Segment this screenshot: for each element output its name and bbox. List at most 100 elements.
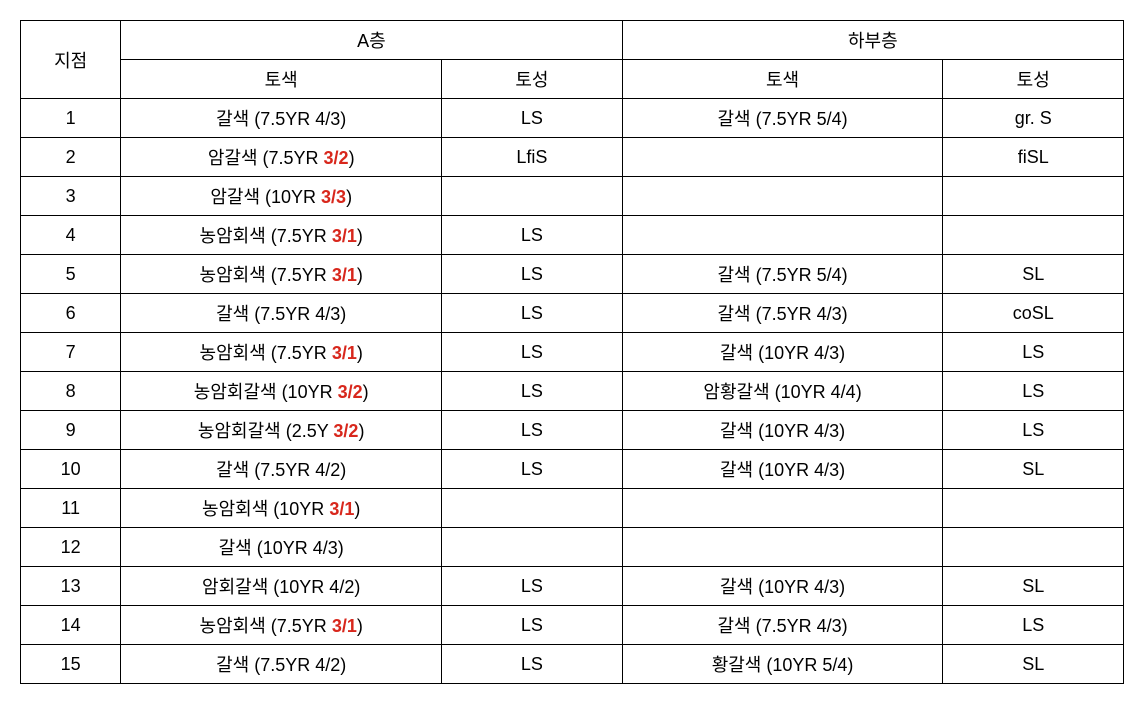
a-color-highlight: 3/3 <box>321 187 346 207</box>
table-row: 14농암회색 (7.5YR 3/1)LS갈색 (7.5YR 4/3)LS <box>21 606 1124 645</box>
table-row: 6갈색 (7.5YR 4/3)LS갈색 (7.5YR 4/3)coSL <box>21 294 1124 333</box>
cell-a-color: 농암회색 (7.5YR 3/1) <box>121 216 442 255</box>
table-row: 15갈색 (7.5YR 4/2)LS황갈색 (10YR 5/4)SL <box>21 645 1124 684</box>
header-row-2: 토색 토성 토색 토성 <box>21 60 1124 99</box>
header-b-color: 토색 <box>622 60 943 99</box>
cell-b-color: 황갈색 (10YR 5/4) <box>622 645 943 684</box>
table-row: 3암갈색 (10YR 3/3) <box>21 177 1124 216</box>
cell-a-texture: LS <box>442 255 623 294</box>
cell-index: 2 <box>21 138 121 177</box>
cell-b-texture: LS <box>943 606 1124 645</box>
cell-b-texture: LS <box>943 333 1124 372</box>
header-a-texture: 토성 <box>442 60 623 99</box>
table-row: 1갈색 (7.5YR 4/3)LS갈색 (7.5YR 5/4)gr. S <box>21 99 1124 138</box>
header-row-1: 지점 A층 하부층 <box>21 21 1124 60</box>
cell-b-color: 갈색 (10YR 4/3) <box>622 567 943 606</box>
a-color-pre: 갈색 (7.5YR 4/2) <box>216 460 346 480</box>
a-color-highlight: 3/2 <box>338 382 363 402</box>
header-a-color: 토색 <box>121 60 442 99</box>
cell-b-color: 갈색 (7.5YR 4/3) <box>622 606 943 645</box>
b-color-pre: 갈색 (7.5YR 5/4) <box>717 265 847 285</box>
a-color-pre: 갈색 (7.5YR 4/3) <box>216 304 346 324</box>
cell-b-color: 암황갈색 (10YR 4/4) <box>622 372 943 411</box>
cell-b-texture: SL <box>943 645 1124 684</box>
cell-index: 10 <box>21 450 121 489</box>
a-color-pre: 농암회색 (10YR <box>202 499 329 519</box>
a-color-highlight: 3/1 <box>332 616 357 636</box>
cell-b-color: 갈색 (7.5YR 5/4) <box>622 255 943 294</box>
cell-b-texture: coSL <box>943 294 1124 333</box>
cell-b-color: 갈색 (10YR 4/3) <box>622 450 943 489</box>
a-color-post: ) <box>357 343 363 363</box>
cell-a-color: 암갈색 (7.5YR 3/2) <box>121 138 442 177</box>
cell-index: 1 <box>21 99 121 138</box>
cell-a-texture <box>442 528 623 567</box>
cell-b-texture: SL <box>943 255 1124 294</box>
cell-b-texture <box>943 177 1124 216</box>
cell-index: 5 <box>21 255 121 294</box>
a-color-post: ) <box>358 421 364 441</box>
cell-a-color: 갈색 (7.5YR 4/3) <box>121 99 442 138</box>
cell-index: 4 <box>21 216 121 255</box>
cell-b-color <box>622 138 943 177</box>
cell-a-texture: LS <box>442 411 623 450</box>
a-color-pre: 갈색 (7.5YR <box>216 109 315 129</box>
table-row: 2암갈색 (7.5YR 3/2)LfiSfiSL <box>21 138 1124 177</box>
cell-a-texture: LS <box>442 645 623 684</box>
cell-b-color <box>622 216 943 255</box>
cell-a-color: 농암회색 (7.5YR 3/1) <box>121 606 442 645</box>
cell-b-color <box>622 528 943 567</box>
a-color-post: ) <box>363 382 369 402</box>
cell-a-texture: LS <box>442 294 623 333</box>
cell-b-texture: SL <box>943 450 1124 489</box>
cell-a-color: 농암회색 (10YR 3/1) <box>121 489 442 528</box>
b-color-pre: 갈색 (7.5YR 5/4) <box>717 109 847 129</box>
cell-index: 9 <box>21 411 121 450</box>
table-row: 8농암회갈색 (10YR 3/2)LS암황갈색 (10YR 4/4)LS <box>21 372 1124 411</box>
table-row: 11농암회색 (10YR 3/1) <box>21 489 1124 528</box>
cell-index: 7 <box>21 333 121 372</box>
cell-a-texture: LS <box>442 606 623 645</box>
cell-a-texture <box>442 489 623 528</box>
table-row: 7농암회색 (7.5YR 3/1)LS갈색 (10YR 4/3)LS <box>21 333 1124 372</box>
a-color-highlight: 3/2 <box>333 421 358 441</box>
a-color-post: ) <box>349 148 355 168</box>
cell-a-color: 갈색 (10YR 4/3) <box>121 528 442 567</box>
a-color-post: ) <box>346 187 352 207</box>
a-color-pre: 암회갈색 (10YR 4/2) <box>202 577 360 597</box>
cell-a-texture <box>442 177 623 216</box>
a-color-highlight: 3/2 <box>324 148 349 168</box>
cell-a-texture: LS <box>442 450 623 489</box>
cell-a-color: 농암회색 (7.5YR 3/1) <box>121 255 442 294</box>
cell-a-color: 암갈색 (10YR 3/3) <box>121 177 442 216</box>
cell-a-texture: LS <box>442 567 623 606</box>
table-row: 12 갈색 (10YR 4/3) <box>21 528 1124 567</box>
soil-table: 지점 A층 하부층 토색 토성 토색 토성 1갈색 (7.5YR 4/3)LS갈… <box>20 20 1124 684</box>
cell-a-texture: LS <box>442 333 623 372</box>
cell-b-texture: LS <box>943 411 1124 450</box>
table-row: 4농암회색 (7.5YR 3/1)LS <box>21 216 1124 255</box>
a-color-pre: 농암회색 (7.5YR <box>200 616 332 636</box>
cell-a-texture: LS <box>442 372 623 411</box>
header-group-b: 하부층 <box>622 21 1123 60</box>
cell-b-texture: SL <box>943 567 1124 606</box>
cell-a-color: 암회갈색 (10YR 4/2) <box>121 567 442 606</box>
cell-b-texture: LS <box>943 372 1124 411</box>
a-color-highlight: 3/1 <box>332 226 357 246</box>
cell-b-color: 갈색 (10YR 4/3) <box>622 411 943 450</box>
a-color-post: ) <box>357 226 363 246</box>
cell-index: 11 <box>21 489 121 528</box>
cell-index: 6 <box>21 294 121 333</box>
cell-b-texture: gr. S <box>943 99 1124 138</box>
b-color-pre: 암황갈색 (10YR 4/4) <box>703 382 861 402</box>
cell-index: 13 <box>21 567 121 606</box>
a-color-post: 4/3) <box>315 109 346 129</box>
cell-a-texture: LS <box>442 216 623 255</box>
a-color-pre: 갈색 (10YR 4/3) <box>219 538 344 558</box>
cell-index: 12 <box>21 528 121 567</box>
cell-b-color: 갈색 (10YR 4/3) <box>622 333 943 372</box>
header-b-texture: 토성 <box>943 60 1124 99</box>
cell-b-texture: fiSL <box>943 138 1124 177</box>
cell-b-color <box>622 177 943 216</box>
cell-a-color: 갈색 (7.5YR 4/2) <box>121 645 442 684</box>
